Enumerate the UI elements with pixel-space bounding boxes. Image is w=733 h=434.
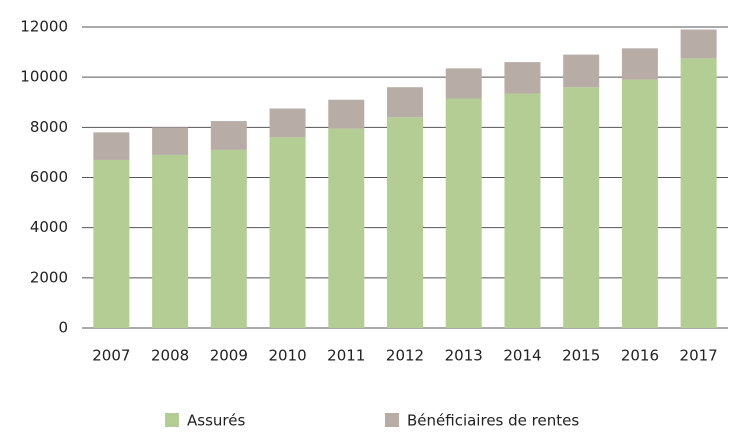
legend-label: Assurés — [187, 412, 245, 430]
y-tick-label: 12000 — [20, 18, 68, 36]
x-tick-label: 2016 — [621, 347, 659, 365]
bar-segment — [269, 108, 306, 138]
bar-segment — [504, 62, 541, 94]
x-tick-label: 2011 — [327, 347, 365, 365]
x-tick-label: 2009 — [210, 347, 248, 365]
bar-segment — [680, 29, 717, 59]
x-tick-label: 2007 — [92, 347, 130, 365]
y-tick-label: 4000 — [30, 218, 68, 236]
bar-segment — [387, 117, 423, 328]
legend-swatch — [165, 413, 179, 427]
x-tick-label: 2012 — [386, 347, 424, 365]
bar-segment — [621, 48, 658, 80]
bar-segment — [93, 132, 130, 160]
legend-label: Bénéficiaires de rentes — [407, 412, 579, 430]
y-tick-label: 10000 — [20, 68, 68, 86]
bar-segment — [563, 54, 600, 88]
bar-segment — [445, 68, 482, 99]
x-tick-label: 2017 — [680, 347, 718, 365]
y-tick-label: 6000 — [30, 168, 68, 186]
bar-segment — [445, 98, 482, 328]
x-tick-label: 2010 — [268, 347, 306, 365]
bar-segment — [152, 127, 189, 155]
bar-segment — [269, 137, 306, 328]
bar-segment — [387, 87, 423, 118]
x-tick-label: 2008 — [151, 347, 189, 365]
x-tick-label: 2014 — [503, 347, 541, 365]
bar-segment — [210, 121, 247, 150]
bar-segment — [504, 93, 541, 329]
x-tick-label: 2015 — [562, 347, 600, 365]
bar-segment — [210, 149, 247, 328]
x-tick-label: 2013 — [445, 347, 483, 365]
bar-segment — [328, 99, 365, 129]
y-tick-label: 0 — [58, 319, 68, 337]
bar-segment — [152, 154, 189, 328]
y-tick-label: 8000 — [30, 118, 68, 136]
bar-segment — [680, 58, 717, 329]
bar-segment — [328, 128, 365, 328]
y-tick-label: 2000 — [30, 268, 68, 286]
legend-swatch — [385, 413, 399, 427]
bar-segment — [621, 79, 658, 328]
bar-segment — [93, 159, 130, 328]
bar-segment — [563, 87, 600, 328]
